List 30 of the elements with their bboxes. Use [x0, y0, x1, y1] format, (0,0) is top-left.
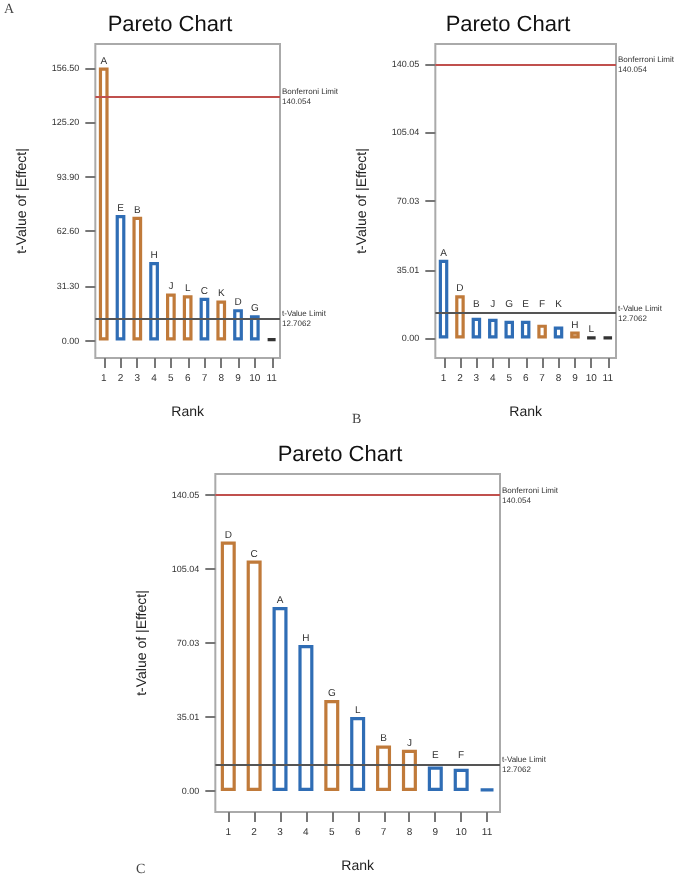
- bar: [553, 326, 564, 339]
- bar: [537, 324, 547, 339]
- bar: [324, 700, 340, 791]
- bar: [132, 216, 143, 341]
- bar: [350, 716, 366, 791]
- bar: [220, 541, 236, 791]
- chart-title: Pareto Chart: [445, 13, 571, 37]
- chart-title: Pareto Chart: [107, 13, 233, 37]
- bar: [401, 749, 417, 791]
- bar: [246, 560, 262, 791]
- bar: [453, 768, 469, 791]
- chart-title: Pareto Chart: [277, 443, 403, 467]
- bar: [216, 300, 227, 341]
- bar: [98, 67, 109, 341]
- bar: [149, 262, 159, 341]
- bar: [504, 320, 514, 339]
- bar: [166, 293, 176, 341]
- bar: [249, 315, 260, 341]
- bar: [182, 295, 193, 341]
- bar: [520, 320, 531, 339]
- bar: [298, 645, 314, 791]
- bar: [115, 214, 126, 341]
- bar: [272, 607, 288, 791]
- bar: [471, 317, 482, 339]
- bar: [438, 259, 449, 339]
- bar: [488, 318, 498, 339]
- bar: [427, 766, 443, 791]
- bar: [455, 295, 465, 339]
- bar: [376, 745, 392, 791]
- bar: [199, 297, 210, 341]
